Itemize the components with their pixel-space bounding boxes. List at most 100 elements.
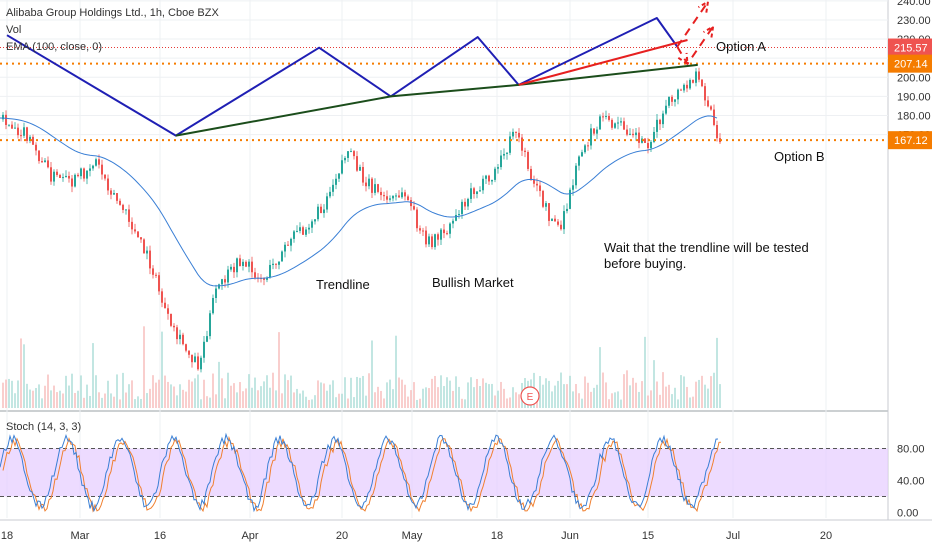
candle-body bbox=[14, 127, 16, 129]
price-tag-box bbox=[888, 54, 932, 73]
volume-bar bbox=[458, 386, 460, 408]
candle-body bbox=[611, 119, 613, 128]
candle-body bbox=[137, 231, 139, 238]
time-tick-label: 18 bbox=[491, 530, 503, 542]
candle-body bbox=[254, 272, 256, 278]
candle-body bbox=[11, 124, 13, 129]
candle-body bbox=[437, 234, 439, 240]
volume-bar bbox=[545, 378, 547, 408]
volume-bar bbox=[677, 399, 679, 408]
time-tick-label: Apr bbox=[241, 530, 258, 542]
candle-body bbox=[299, 227, 301, 231]
volume-bar bbox=[419, 398, 421, 408]
price-tag-box bbox=[888, 38, 932, 57]
volume-bar bbox=[281, 393, 283, 408]
volume-bar bbox=[617, 391, 619, 408]
candle-body bbox=[17, 127, 19, 136]
candle-body bbox=[527, 151, 529, 169]
candle-body bbox=[428, 236, 430, 245]
volume-bar bbox=[134, 399, 136, 408]
volume-bar bbox=[665, 386, 667, 408]
volume-bar bbox=[467, 382, 469, 408]
candle-body bbox=[113, 193, 115, 195]
candle-body bbox=[425, 230, 427, 245]
candle-body bbox=[89, 168, 91, 171]
option-b-arrowhead bbox=[703, 24, 715, 38]
candle-body bbox=[572, 185, 574, 190]
volume-bar bbox=[275, 390, 277, 408]
volume-bar bbox=[212, 373, 214, 408]
ema-line bbox=[0, 115, 718, 287]
candle-body bbox=[230, 266, 232, 270]
volume-bar bbox=[5, 379, 7, 408]
volume-bar bbox=[503, 388, 505, 408]
candle-body bbox=[581, 152, 583, 157]
volume-bar bbox=[494, 395, 496, 408]
candle-body bbox=[110, 190, 112, 195]
volume-bar bbox=[497, 390, 499, 408]
candle-body bbox=[659, 119, 661, 125]
price-tick-label: 190.00 bbox=[897, 91, 931, 103]
candle-body bbox=[467, 198, 469, 207]
volume-bar bbox=[512, 387, 514, 408]
volume-bar bbox=[251, 387, 253, 408]
candle-body bbox=[449, 223, 451, 234]
candle-body bbox=[668, 96, 670, 106]
candle-body bbox=[548, 203, 550, 221]
volume-bar bbox=[143, 326, 145, 408]
volume-bar bbox=[431, 378, 433, 408]
volume-bar bbox=[689, 397, 691, 408]
price-tick-label: 230.00 bbox=[897, 15, 931, 27]
candle-body bbox=[353, 151, 355, 157]
volume-bar bbox=[686, 386, 688, 408]
candle-body bbox=[239, 258, 241, 266]
candle-body bbox=[128, 209, 130, 222]
volume-bar bbox=[593, 387, 595, 408]
time-tick-label: Jun bbox=[561, 530, 579, 542]
candle-body bbox=[599, 116, 601, 130]
price-tag: 215.57 bbox=[888, 38, 932, 57]
candle-body bbox=[92, 165, 94, 169]
volume-bar bbox=[191, 381, 193, 408]
volume-bar bbox=[443, 386, 445, 408]
volume-bar bbox=[26, 383, 28, 408]
volume-bar bbox=[371, 340, 373, 408]
candle-body bbox=[443, 229, 445, 234]
candle-body bbox=[80, 168, 82, 177]
candle-body bbox=[95, 159, 97, 166]
candle-body bbox=[74, 174, 76, 187]
volume-bar bbox=[11, 380, 13, 408]
candle-body bbox=[158, 275, 160, 292]
stoch-k-line bbox=[0, 432, 719, 513]
volume-bar bbox=[71, 373, 73, 408]
volume-bar bbox=[698, 379, 700, 408]
volume-bar bbox=[557, 380, 559, 408]
candle-body bbox=[356, 156, 358, 171]
volume-bar bbox=[569, 375, 571, 408]
volume-bar bbox=[218, 361, 220, 408]
candle-body bbox=[359, 166, 361, 171]
candle-body bbox=[497, 167, 499, 169]
volume-bar bbox=[455, 376, 457, 408]
candle-body bbox=[557, 221, 559, 225]
volume-bar bbox=[152, 375, 154, 408]
volume-bar bbox=[566, 384, 568, 408]
volume-bar bbox=[173, 386, 175, 408]
volume-bar bbox=[413, 382, 415, 408]
volume-bar bbox=[692, 396, 694, 408]
volume-bar bbox=[422, 388, 424, 408]
candle-body bbox=[596, 129, 598, 134]
candle-body bbox=[635, 132, 637, 136]
note-text: Wait that the trendline will be tested b… bbox=[604, 240, 809, 272]
candle-body bbox=[551, 218, 553, 221]
volume-bar bbox=[680, 375, 682, 408]
candle-body bbox=[248, 261, 250, 267]
candle-body bbox=[584, 145, 586, 153]
candle-body bbox=[212, 297, 214, 314]
candle-body bbox=[281, 251, 283, 262]
candle-body bbox=[686, 84, 688, 89]
volume-bar bbox=[449, 380, 451, 408]
volume-bar bbox=[341, 393, 343, 408]
candle-body bbox=[554, 218, 556, 222]
